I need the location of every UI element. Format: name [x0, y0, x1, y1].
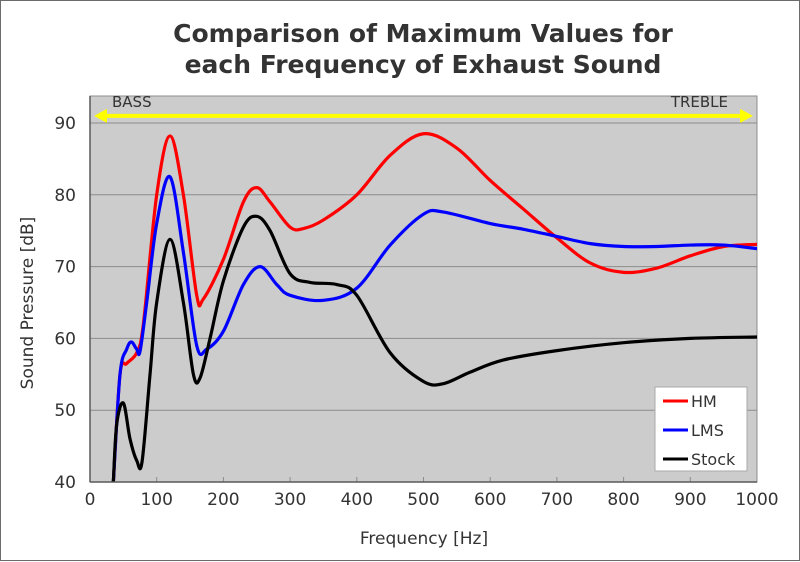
treble-label: TREBLE [670, 93, 728, 111]
chart-title-line-1: Comparison of Maximum Values for [173, 19, 673, 48]
legend-label-stock: Stock [691, 450, 736, 469]
x-tick-label: 300 [274, 490, 306, 510]
arrow-right-icon [740, 108, 753, 123]
x-tick-label: 800 [607, 490, 639, 510]
series-line-hm [111, 132, 757, 482]
x-tick-label: 400 [341, 490, 373, 510]
axes [89, 96, 757, 483]
x-axis-ticks: 0 100 200 300 400 500 600 700 800 900 1000 [85, 477, 779, 510]
series-line-lms [111, 175, 757, 482]
series-line-stock [111, 214, 757, 482]
legend-label-lms: LMS [691, 421, 724, 440]
y-tick-label: 80 [54, 186, 76, 206]
x-tick-label: 200 [207, 490, 239, 510]
frequency-band-annotation: BASS TREBLE [94, 93, 753, 123]
y-tick-label: 40 [54, 473, 76, 493]
x-tick-label: 0 [85, 490, 96, 510]
series-lines [111, 132, 757, 482]
bass-label: BASS [112, 93, 152, 111]
y-tick-label: 70 [54, 258, 76, 278]
x-tick-label: 1000 [735, 490, 778, 510]
y-tick-label: 90 [54, 114, 76, 134]
y-axis-ticks: 40 50 60 70 80 90 [54, 114, 76, 493]
y-axis-title: Sound Pressure [dB] [18, 217, 38, 390]
chart-title-line-2: each Frequency of Exhaust Sound [185, 50, 662, 79]
legend-label-hm: HM [691, 392, 717, 411]
arrow-left-icon [94, 108, 107, 123]
y-tick-label: 60 [54, 329, 76, 349]
x-tick-label: 600 [474, 490, 506, 510]
y-tick-label: 50 [54, 401, 76, 421]
x-tick-label: 900 [674, 490, 706, 510]
x-tick-label: 700 [541, 490, 573, 510]
x-tick-label: 100 [140, 490, 172, 510]
plot-area [89, 95, 758, 483]
grid-lines [90, 122, 757, 411]
x-axis-title: Frequency [Hz] [360, 529, 488, 549]
x-tick-label: 500 [407, 490, 439, 510]
legend: HM LMS Stock [654, 386, 748, 472]
